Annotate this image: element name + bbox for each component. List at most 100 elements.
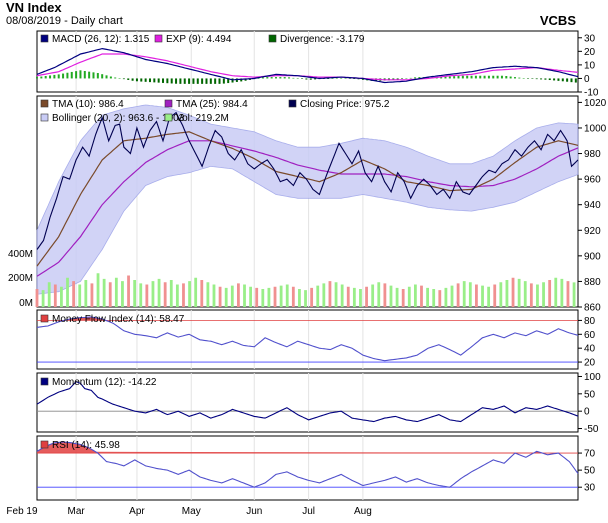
volume-bar xyxy=(383,283,387,307)
price-tick-label: 880 xyxy=(584,277,601,288)
divergence-bar xyxy=(283,77,286,79)
volume-bar xyxy=(243,284,246,307)
macd-legend-label: MACD (26, 12): 1.315 xyxy=(52,34,150,45)
mfi-tick-label: 80 xyxy=(584,316,596,327)
divergence-bar xyxy=(170,78,173,84)
price-legend-label: Bollinger (20, 2): 963.6 - 1003 xyxy=(52,113,185,124)
divergence-bar xyxy=(540,78,543,80)
divergence-bar xyxy=(53,74,56,79)
divergence-bar xyxy=(513,77,516,79)
chart-subtitle: 08/08/2019 - Daily chart xyxy=(6,15,123,27)
volume-bar xyxy=(102,278,106,307)
divergence-bar xyxy=(448,76,451,79)
volume-bar xyxy=(84,280,88,307)
divergence-bar xyxy=(309,78,312,80)
divergence-bar xyxy=(218,78,221,84)
divergence-bar xyxy=(148,78,151,83)
volume-bar xyxy=(395,287,399,307)
volume-bar xyxy=(432,289,436,307)
volume-bar xyxy=(523,281,527,307)
volume-bar xyxy=(444,287,448,307)
price-legend-swatch xyxy=(40,99,49,108)
divergence-bar xyxy=(453,76,456,79)
divergence-bar xyxy=(118,78,121,79)
volume-bar xyxy=(200,280,204,307)
price-tick-label: 920 xyxy=(584,226,601,237)
price-legend-swatch xyxy=(288,99,297,108)
divergence-bar xyxy=(470,75,473,79)
divergence-bar xyxy=(500,75,503,79)
divergence-bar xyxy=(566,78,569,82)
volume-bar xyxy=(218,286,222,307)
mfi-tick-label: 60 xyxy=(584,330,596,341)
divergence-bar xyxy=(305,78,308,80)
divergence-bar xyxy=(183,78,186,84)
volume-bar xyxy=(41,290,45,307)
divergence-bar xyxy=(114,77,117,79)
volume-bar xyxy=(413,284,417,307)
divergence-bar xyxy=(140,78,143,82)
divergence-bar xyxy=(561,78,564,82)
macd-panel xyxy=(36,30,579,93)
volume-bar xyxy=(542,282,545,307)
volume-bar xyxy=(481,285,484,307)
volume-bar xyxy=(493,284,497,307)
divergence-bar xyxy=(257,78,260,79)
macd-tick-label: 30 xyxy=(584,33,596,44)
volume-bar xyxy=(60,286,63,307)
momentum-tick-label: 100 xyxy=(584,372,601,383)
divergence-bar xyxy=(131,78,134,81)
price-tick-label: 1020 xyxy=(584,98,607,109)
divergence-bar xyxy=(509,76,512,79)
divergence-bar xyxy=(205,78,208,84)
volume-bar xyxy=(188,281,191,307)
momentum-legend-swatch xyxy=(40,377,49,386)
momentum-line xyxy=(36,381,579,423)
volume-bar xyxy=(468,282,472,307)
divergence-bar xyxy=(166,78,169,84)
divergence-bar xyxy=(127,78,130,80)
volume-axis-label: 200M xyxy=(8,273,33,284)
volume-bar xyxy=(66,277,69,307)
divergence-bar xyxy=(292,77,295,79)
volume-bar xyxy=(279,285,283,307)
volume-bar xyxy=(529,283,533,307)
divergence-bar xyxy=(483,75,486,79)
divergence-bar xyxy=(353,78,356,79)
momentum-tick-label: 0 xyxy=(584,407,590,418)
divergence-bar xyxy=(479,75,482,79)
divergence-bar xyxy=(340,78,343,79)
volume-bar xyxy=(72,281,76,307)
volume-bar xyxy=(359,289,362,307)
rsi-legend-swatch xyxy=(40,440,49,449)
divergence-bar xyxy=(101,74,104,79)
divergence-bar xyxy=(361,78,364,80)
rsi-legend-label: RSI (14): 45.98 xyxy=(52,440,120,451)
chart-title: VN Index xyxy=(6,0,62,15)
volume-bar xyxy=(78,284,82,307)
volume-bar xyxy=(90,283,94,307)
divergence-bar xyxy=(296,78,299,79)
volume-bar xyxy=(310,287,314,307)
volume-bar xyxy=(371,284,375,307)
price-legend-swatch xyxy=(164,113,173,122)
momentum-tick-label: 50 xyxy=(584,389,596,400)
divergence-bar xyxy=(209,78,212,84)
divergence-bar xyxy=(314,78,317,80)
price-tick-label: 900 xyxy=(584,251,601,262)
volume-bar xyxy=(554,277,558,307)
mfi-tick-label: 40 xyxy=(584,344,596,355)
volume-bar xyxy=(114,277,118,307)
volume-bar xyxy=(237,283,240,307)
divergence-bar xyxy=(83,70,86,79)
volume-bar xyxy=(566,281,570,307)
rsi-tick-label: 50 xyxy=(584,466,596,477)
price-legend-label: Vol: 219.2M xyxy=(176,113,229,124)
bollinger-band xyxy=(36,104,579,295)
divergence-bar xyxy=(466,75,469,79)
x-axis-label-jul: Jul xyxy=(302,506,315,517)
volume-bar xyxy=(133,280,137,307)
macd-tick-label: 0 xyxy=(584,74,590,85)
divergence-bar xyxy=(414,77,417,79)
